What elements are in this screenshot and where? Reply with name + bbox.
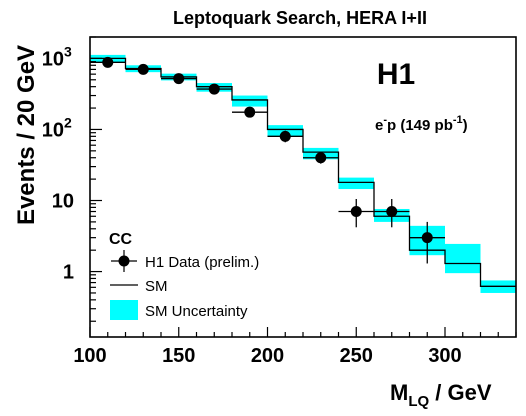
beam-label: e-p (149 pb-1) [375, 114, 468, 134]
sm-prediction-line [90, 57, 516, 287]
beam-label-end: ) [463, 117, 468, 134]
beam-label-base: e [375, 117, 383, 134]
y-tick-label: 10 [42, 119, 64, 141]
data-point [102, 56, 114, 68]
y-tick-label: 10 [42, 48, 64, 70]
data-point [350, 206, 362, 218]
x-axis-label-sub: LQ [408, 393, 429, 410]
y-tick-exponent: 3 [64, 43, 72, 59]
x-tick-label: 100 [73, 345, 106, 367]
data-point [137, 63, 149, 75]
legend-entry-uncertainty: SM Uncertainty [145, 303, 248, 320]
legend-entry-data: H1 Data (prelim.) [145, 254, 259, 271]
x-tick-label: 150 [162, 345, 195, 367]
x-axis-label-main: M [390, 380, 408, 405]
sm-uncertainty-band [232, 95, 268, 107]
legend: CC H1 Data (prelim.) SM SM Uncertainty [109, 231, 259, 320]
y-axis-label: Events / 20 GeV [13, 45, 40, 225]
sm-histogram [90, 57, 516, 287]
beam-label-sup2: -1 [453, 114, 463, 126]
sm-uncertainty-band [445, 243, 481, 274]
data-point [386, 206, 398, 218]
legend-data-marker [118, 255, 130, 267]
legend-uncertainty-swatch [110, 300, 138, 320]
data-point [208, 83, 220, 95]
data-point [279, 130, 291, 142]
y-tick-exponent: 2 [64, 114, 72, 130]
legend-channel-label: CC [109, 231, 133, 248]
sm-uncertainty-band [338, 177, 374, 190]
x-axis-label: MLQ / GeV [390, 380, 492, 410]
x-tick-label: 300 [428, 345, 461, 367]
legend-entry-sm: SM [145, 278, 168, 295]
data-point [315, 152, 327, 164]
x-axis-ticks: 100 150 200 250 300 [73, 327, 517, 367]
data-point [421, 232, 433, 244]
data-point [244, 106, 256, 118]
beam-label-sup: - [383, 114, 387, 126]
beam-label-mid: p (149 pb [387, 117, 453, 134]
x-axis-label-unit: / GeV [429, 380, 492, 405]
x-tick-label: 250 [340, 345, 373, 367]
x-tick-label: 200 [251, 345, 284, 367]
data-point [173, 73, 185, 85]
data-points [90, 56, 445, 264]
y-tick-label: 1 [63, 262, 74, 284]
y-tick-label: 10 [52, 191, 74, 213]
experiment-label: H1 [377, 58, 415, 91]
chart-title: Leptoquark Search, HERA I+II [173, 8, 427, 28]
